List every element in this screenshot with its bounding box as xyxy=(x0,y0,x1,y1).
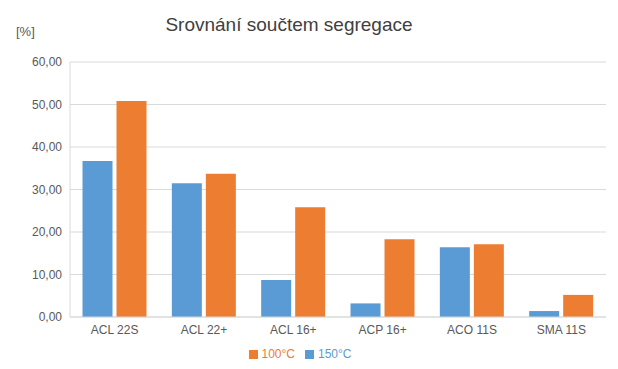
svg-text:20,00: 20,00 xyxy=(32,225,62,239)
svg-text:30,00: 30,00 xyxy=(32,183,62,197)
svg-text:40,00: 40,00 xyxy=(32,140,62,154)
html-text:Srovnání součtem segregace: Srovnání součtem segregace xyxy=(165,14,413,35)
svg-text:10,00: 10,00 xyxy=(32,268,62,282)
svg-text:SMA 11S: SMA 11S xyxy=(537,323,586,337)
html-text:150°C: 150°C xyxy=(318,347,352,361)
svg-text:50,00: 50,00 xyxy=(32,98,62,112)
svg-text:ACL 22+: ACL 22+ xyxy=(181,323,228,337)
svg-text:ACL 22S: ACL 22S xyxy=(91,323,139,337)
svg-text:ACO 11S: ACO 11S xyxy=(447,323,497,337)
svg-text:60,00: 60,00 xyxy=(32,55,62,69)
svg-text:ACP 16+: ACP 16+ xyxy=(359,323,407,337)
svg-text:ACL 16+: ACL 16+ xyxy=(270,323,317,337)
html-text:100°C: 100°C xyxy=(261,347,295,361)
svg-text:0,00: 0,00 xyxy=(39,310,63,324)
